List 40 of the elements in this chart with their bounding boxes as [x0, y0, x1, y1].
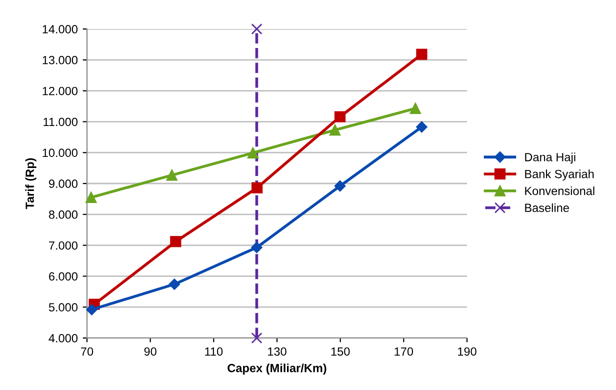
point [251, 242, 262, 254]
point [416, 121, 428, 133]
point [86, 304, 98, 316]
y-tick-label: 8.000 [48, 210, 78, 219]
legend-label: Konvensional [525, 186, 594, 196]
y-tick-label: 9.000 [48, 180, 78, 188]
point [416, 48, 428, 60]
y-tick-label: 10.000 [42, 148, 78, 157]
x-tick-label: 90 [144, 347, 156, 356]
y-tick-label: 14.000 [42, 25, 78, 34]
y-tick-label: 6.000 [49, 272, 78, 281]
y-tick-label: 11.000 [44, 118, 78, 126]
y-tick-label: 13.000 [42, 56, 78, 64]
point [334, 111, 346, 122]
y-tick-label: 4.000 [48, 334, 78, 342]
point [334, 180, 346, 192]
x-tick-label: 170 [394, 347, 414, 356]
point [410, 102, 421, 114]
point [329, 124, 341, 136]
point [168, 278, 180, 290]
legend-label: Baseline [525, 203, 569, 212]
x-tick-label: 190 [458, 347, 476, 356]
legend-label: Bank Syariah [525, 170, 594, 181]
legend-label: Dana Haji [525, 152, 576, 164]
y-tick-label: 12.000 [42, 86, 78, 96]
point [251, 23, 262, 35]
x-tick-label: 130 [268, 347, 286, 356]
point [170, 236, 182, 248]
x-axis-title: Capex (Miliar/Km) [228, 364, 326, 375]
point [247, 147, 258, 158]
y-axis-title: Tarif (Rp) [25, 158, 36, 210]
point [251, 182, 263, 194]
point [251, 332, 262, 344]
y-tick-label: 7.000 [49, 241, 78, 250]
x-tick-label: 70 [81, 347, 94, 356]
point [166, 170, 178, 181]
y-tick-label: 5.000 [48, 303, 78, 312]
x-tick-label: 110 [205, 347, 223, 356]
x-tick-label: 150 [331, 347, 350, 356]
point [86, 192, 97, 203]
